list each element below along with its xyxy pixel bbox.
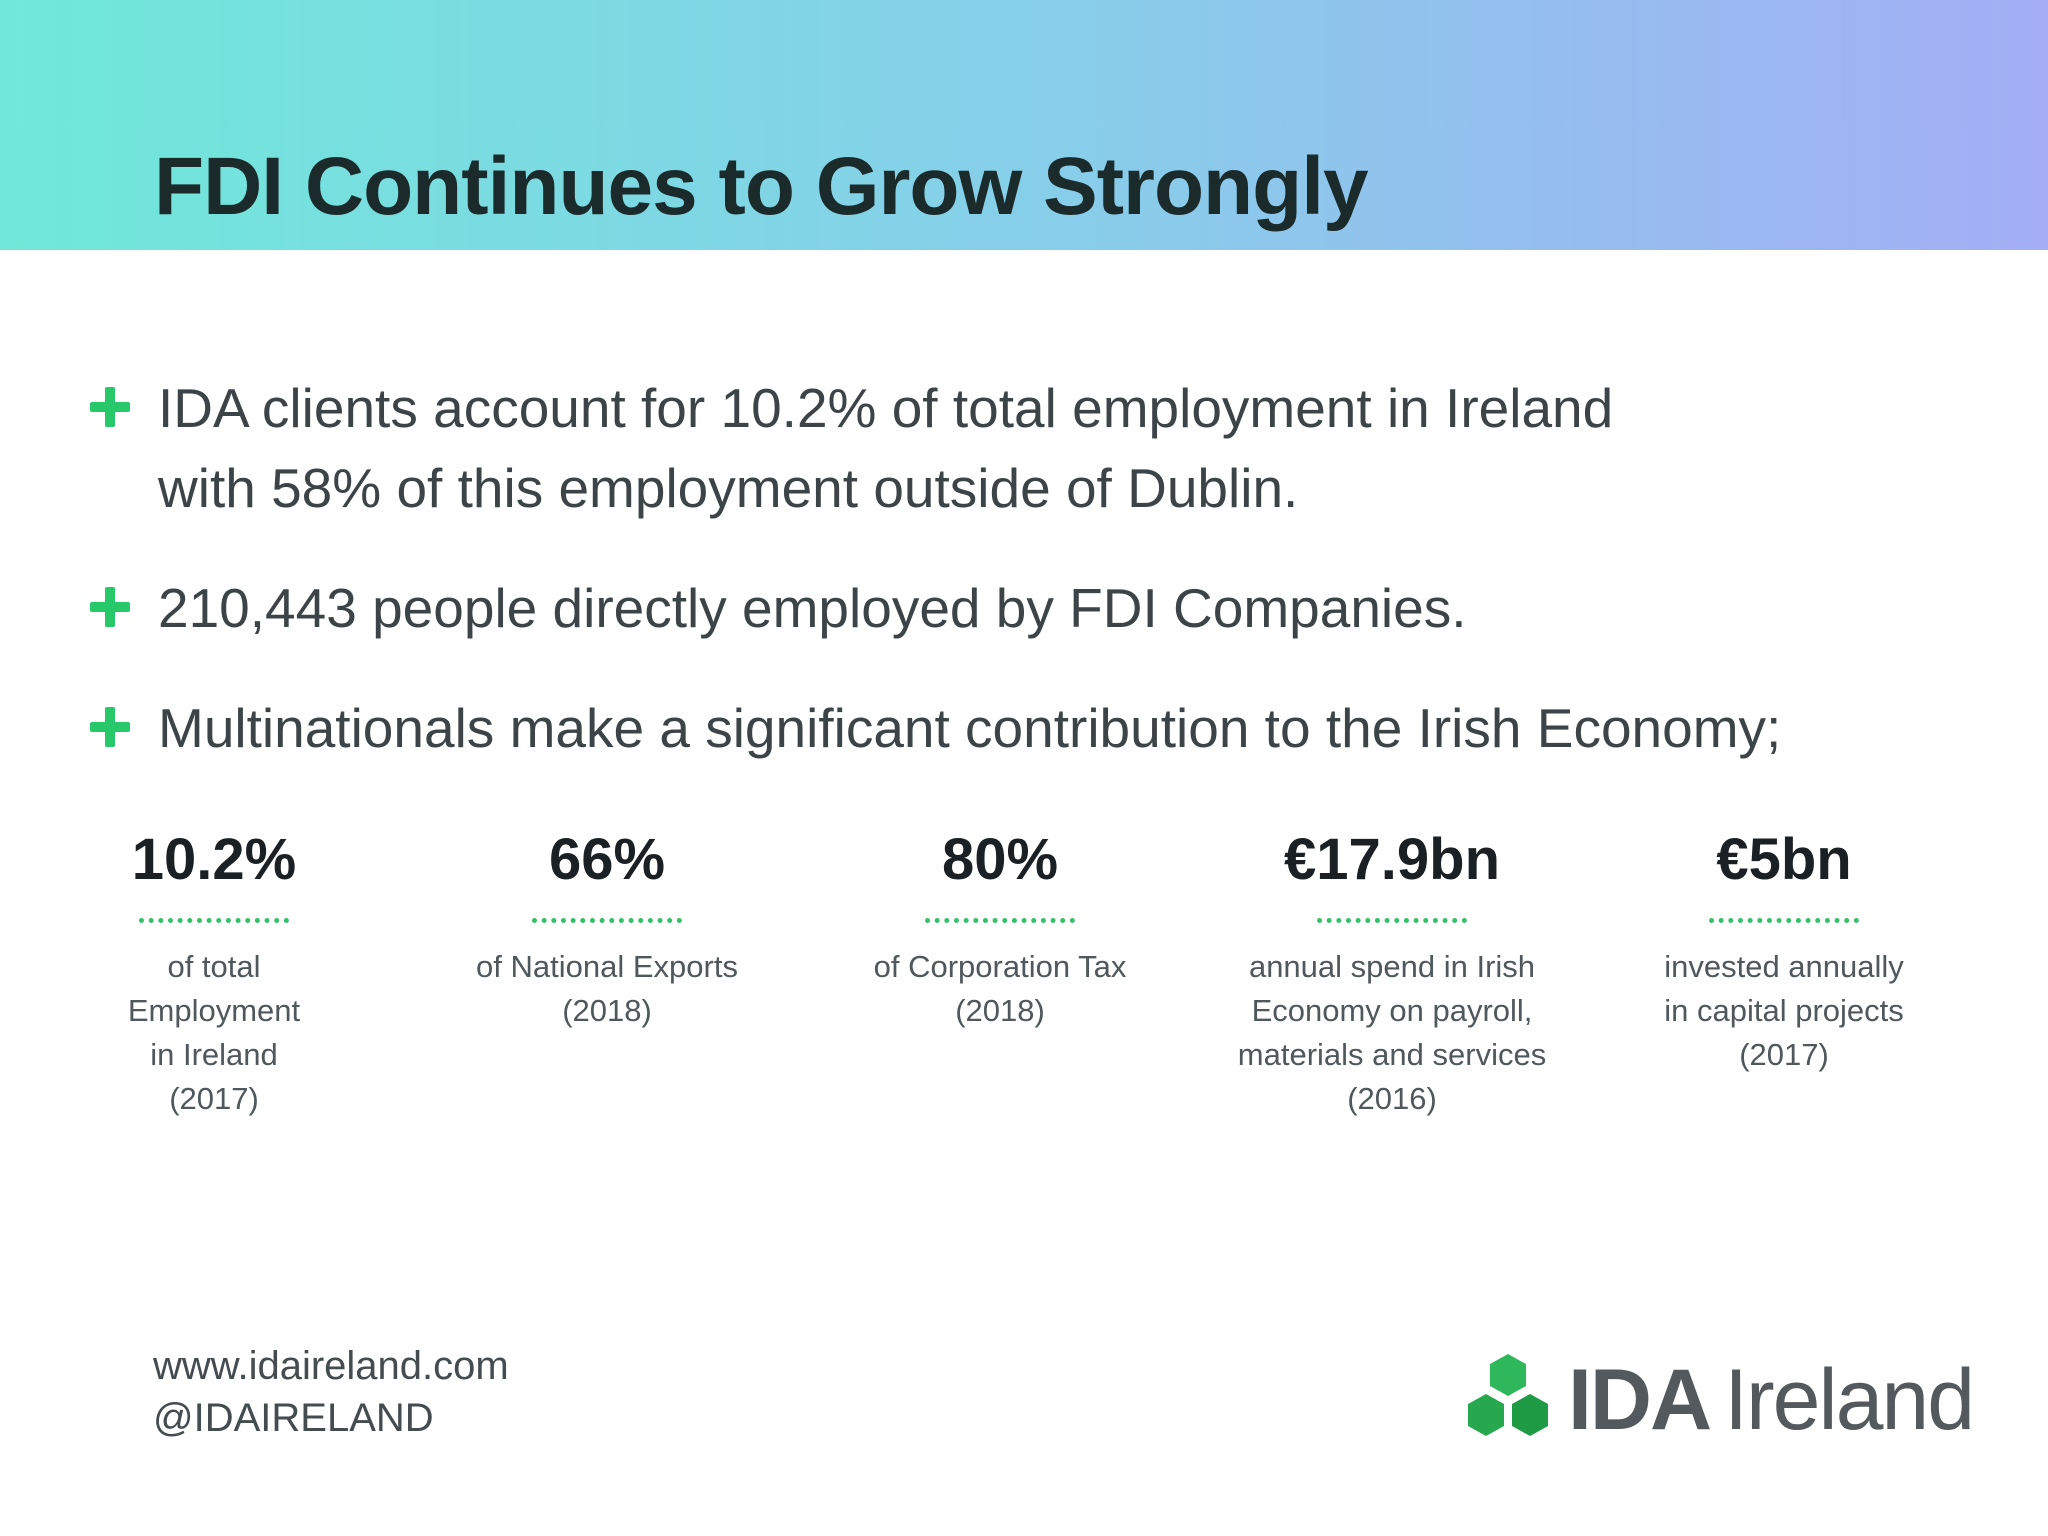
stat-description: of total Employment in Ireland (2017) [44,945,384,1121]
stat-capital-projects: €5bn invested annually in capital projec… [1614,820,1954,1077]
bullet-text-line: Multinationals make a significant contri… [158,697,1782,759]
stat-description-line: (2017) [169,1081,259,1116]
plus-icon [90,587,130,627]
dotted-divider [532,918,682,923]
bullet-list: IDA clients account for 10.2% of total e… [90,368,1990,808]
footer-contact: www.idaireland.com @IDAIRELAND [153,1340,509,1444]
stat-description-line: Employment [127,993,301,1028]
stat-value: 80% [941,827,1059,892]
stat-description-line: of Corporation Tax [873,949,1127,984]
stat-value: 66% [548,827,666,892]
plus-icon [90,387,130,427]
stat-description: of National Exports (2018) [437,945,777,1033]
stat-corporation-tax: 80% of Corporation Tax (2018) [830,820,1170,1033]
stats-row: 10.2% of total Employment in Ireland (20… [0,820,2048,1130]
dotted-divider [1317,918,1467,923]
stat-description: invested annually in capital projects (2… [1614,945,1954,1077]
stat-description-line: (2016) [1347,1081,1437,1116]
stat-description-line: materials and services [1237,1037,1547,1072]
stat-description-line: of total [167,949,261,984]
stat-description: of Corporation Tax (2018) [830,945,1170,1033]
bullet-item-employment: IDA clients account for 10.2% of total e… [90,368,1990,528]
stat-value: €5bn [1716,827,1852,892]
header-banner: FDI Continues to Grow Strongly [0,0,2048,250]
bullet-text-line: with 58% of this employment outside of D… [158,457,1299,519]
bullet-item-multinationals: Multinationals make a significant contri… [90,688,1990,768]
stat-value: 10.2% [131,827,297,892]
dotted-divider [925,918,1075,923]
stat-employment: 10.2% of total Employment in Ireland (20… [44,820,384,1121]
stat-description-line: Economy on payroll, [1251,993,1533,1028]
stat-description-line: invested annually [1664,949,1904,984]
logo-text-light: Ireland [1724,1351,1975,1448]
website-link[interactable]: www.idaireland.com [153,1344,509,1388]
stat-description: annual spend in Irish Economy on payroll… [1222,945,1562,1121]
stat-value: €17.9bn [1284,827,1500,892]
plus-icon [90,707,130,747]
stat-description-line: (2018) [562,993,652,1028]
stat-description-line: in Ireland [150,1037,278,1072]
bullet-item-people: 210,443 people directly employed by FDI … [90,568,1990,648]
bullet-text-line: IDA clients account for 10.2% of total e… [158,377,1614,439]
stat-description-line: (2017) [1739,1037,1829,1072]
stat-description-line: of National Exports [476,949,738,984]
stat-exports: 66% of National Exports (2018) [437,820,777,1033]
page-title: FDI Continues to Grow Strongly [154,141,1369,232]
social-handle[interactable]: @IDAIRELAND [153,1396,434,1440]
hexagon-cluster-logo-icon [1468,1354,1548,1436]
dotted-divider [139,918,289,923]
stat-description-line: (2018) [955,993,1045,1028]
ida-ireland-logo: IDA Ireland [1460,1350,1975,1450]
dotted-divider [1709,918,1859,923]
logo-text-bold: IDA [1568,1351,1712,1448]
stat-description-line: annual spend in Irish [1248,949,1536,984]
stat-description-line: in capital projects [1664,993,1904,1028]
bullet-text-line: 210,443 people directly employed by FDI … [158,577,1467,639]
stat-annual-spend: €17.9bn annual spend in Irish Economy on… [1222,820,1562,1121]
